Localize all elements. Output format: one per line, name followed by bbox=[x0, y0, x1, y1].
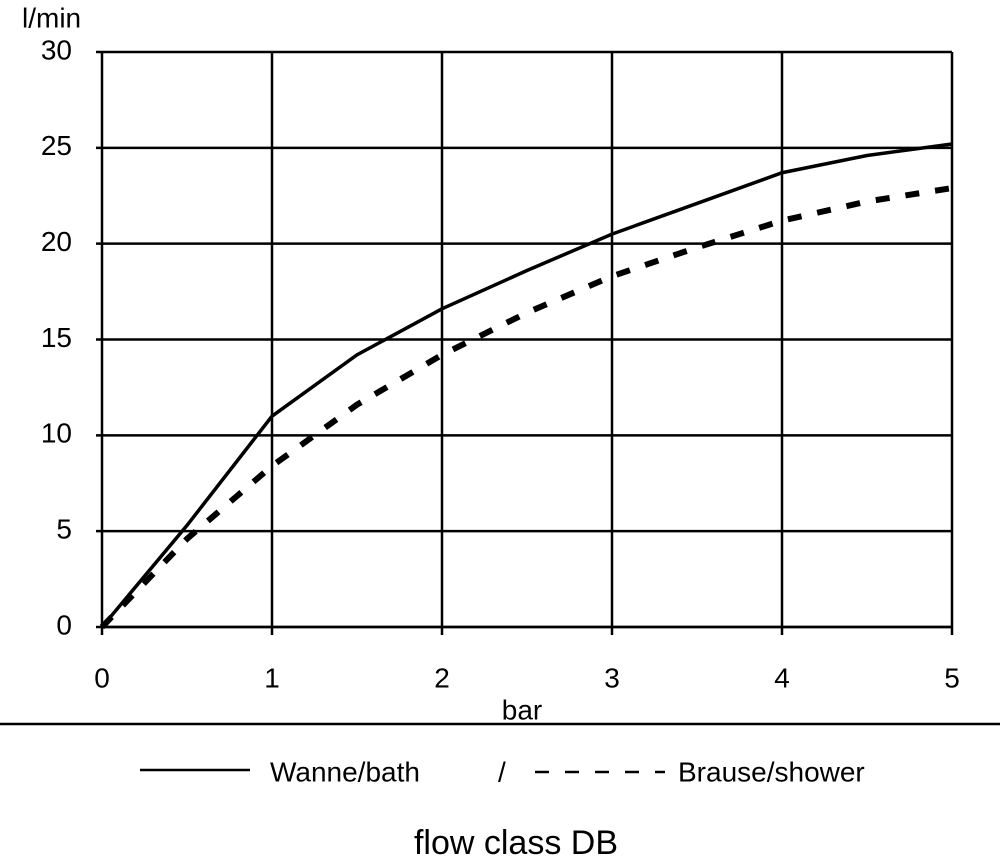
x-tick-label: 1 bbox=[264, 662, 280, 693]
y-tick-label: 30 bbox=[41, 34, 72, 65]
legend-label: Wanne/bath bbox=[270, 756, 420, 787]
y-tick-label: 0 bbox=[56, 609, 72, 640]
chart-title: flow class DB bbox=[414, 824, 618, 862]
y-tick-label: 15 bbox=[41, 322, 72, 353]
series-line bbox=[100, 142, 953, 629]
x-tick-label: 0 bbox=[94, 662, 110, 693]
y-axis-label: l/min bbox=[22, 2, 81, 33]
legend-label: Brause/shower bbox=[678, 756, 865, 787]
y-tick-label: 10 bbox=[41, 418, 72, 449]
x-tick-label: 2 bbox=[434, 662, 450, 693]
x-tick-label: 3 bbox=[604, 662, 620, 693]
y-tick-label: 5 bbox=[56, 514, 72, 545]
x-axis-label: bar bbox=[502, 694, 542, 725]
y-tick-label: 20 bbox=[41, 226, 72, 257]
y-tick-label: 25 bbox=[41, 130, 72, 161]
x-tick-label: 4 bbox=[774, 662, 790, 693]
series-line bbox=[99, 185, 953, 630]
legend-separator: / bbox=[498, 756, 506, 787]
x-tick-label: 5 bbox=[944, 662, 960, 693]
